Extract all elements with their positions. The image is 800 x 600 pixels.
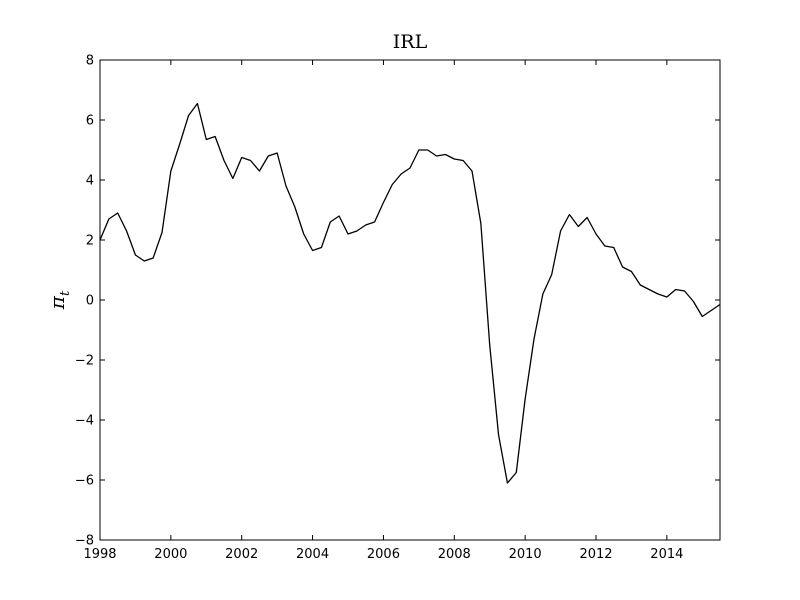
y-tick-label: 0 (86, 294, 94, 309)
y-tick-label: 2 (86, 234, 94, 249)
data-point (665, 296, 668, 299)
x-tick-label: 2006 (367, 547, 400, 562)
x-tick-label: 2008 (438, 547, 471, 562)
data-point (391, 183, 394, 186)
data-point (692, 300, 695, 303)
data-point (311, 249, 314, 252)
data-point (355, 230, 358, 233)
data-point (249, 159, 252, 162)
data-point (497, 434, 500, 437)
data-point (444, 153, 447, 156)
data-point (267, 155, 270, 158)
data-point (639, 284, 642, 287)
data-point (320, 246, 323, 249)
data-point (373, 221, 376, 224)
data-point (293, 206, 296, 209)
data-point (462, 159, 465, 162)
y-axis-label-subscript: t (58, 290, 73, 296)
data-point (683, 290, 686, 293)
data-point (559, 230, 562, 233)
data-point (657, 293, 660, 296)
x-tick-label: 1998 (83, 547, 116, 562)
y-tick-label: −8 (75, 534, 94, 549)
y-tick-label: −4 (75, 414, 94, 429)
data-point (488, 344, 491, 347)
data-point (674, 288, 677, 291)
data-point (541, 293, 544, 296)
data-point (400, 173, 403, 176)
data-point (143, 260, 146, 263)
data-point (187, 114, 190, 117)
y-tick-label: 6 (86, 114, 94, 129)
data-point (169, 170, 172, 173)
data-point (409, 167, 412, 170)
x-tick-label: 2012 (579, 547, 612, 562)
data-point (116, 212, 119, 215)
data-point (568, 213, 571, 216)
y-tick-label: −6 (75, 474, 94, 489)
data-point (612, 246, 615, 249)
data-point (338, 215, 341, 218)
chart-title: IRL (393, 31, 428, 53)
data-point (603, 245, 606, 248)
data-point (453, 158, 456, 161)
data-point (506, 482, 509, 485)
x-tick-label: 2014 (650, 547, 683, 562)
data-point (178, 143, 181, 146)
data-point (240, 156, 243, 159)
data-point (161, 231, 164, 234)
data-point (276, 152, 279, 155)
data-point (524, 398, 527, 401)
data-point (258, 170, 261, 173)
plot-frame (99, 59, 721, 541)
data-point (134, 254, 137, 257)
data-point (231, 177, 234, 180)
data-point (479, 222, 482, 225)
data-point (621, 266, 624, 269)
series-layer (99, 102, 721, 485)
data-point (107, 218, 110, 221)
data-point (701, 315, 704, 318)
data-point (125, 230, 128, 233)
y-tick-label: 8 (86, 54, 94, 69)
tick-layer: 1998 2000 2002 2004 2006 2008 2010 2012 2014 −8 −6… (75, 54, 720, 562)
data-point (214, 135, 217, 138)
data-point (347, 233, 350, 236)
data-point (426, 149, 429, 152)
x-tick-label: 2010 (509, 547, 542, 562)
data-point (550, 273, 553, 276)
data-point (533, 338, 536, 341)
x-tick-label: 2004 (296, 547, 329, 562)
data-point (595, 233, 598, 236)
data-point (302, 233, 305, 236)
data-point (329, 221, 332, 224)
data-point (648, 288, 651, 291)
data-point (515, 471, 518, 474)
data-point (435, 155, 438, 158)
data-point (586, 216, 589, 219)
data-point (630, 270, 633, 273)
data-point (417, 149, 420, 152)
y-tick-label: 4 (86, 174, 94, 189)
y-tick-label: −2 (75, 354, 94, 369)
data-point (196, 102, 199, 105)
series-line (99, 102, 721, 484)
data-point (382, 201, 385, 204)
data-point (205, 138, 208, 141)
y-axis-label-main: π (45, 295, 69, 310)
data-point (285, 185, 288, 188)
data-point (223, 159, 226, 162)
x-tick-label: 2002 (225, 547, 258, 562)
data-point (152, 257, 155, 260)
data-point (710, 309, 713, 312)
data-point (577, 225, 580, 228)
data-point (471, 170, 474, 173)
data-point (364, 224, 367, 227)
x-tick-label: 2000 (154, 547, 187, 562)
y-axis-label: πt (45, 290, 73, 310)
